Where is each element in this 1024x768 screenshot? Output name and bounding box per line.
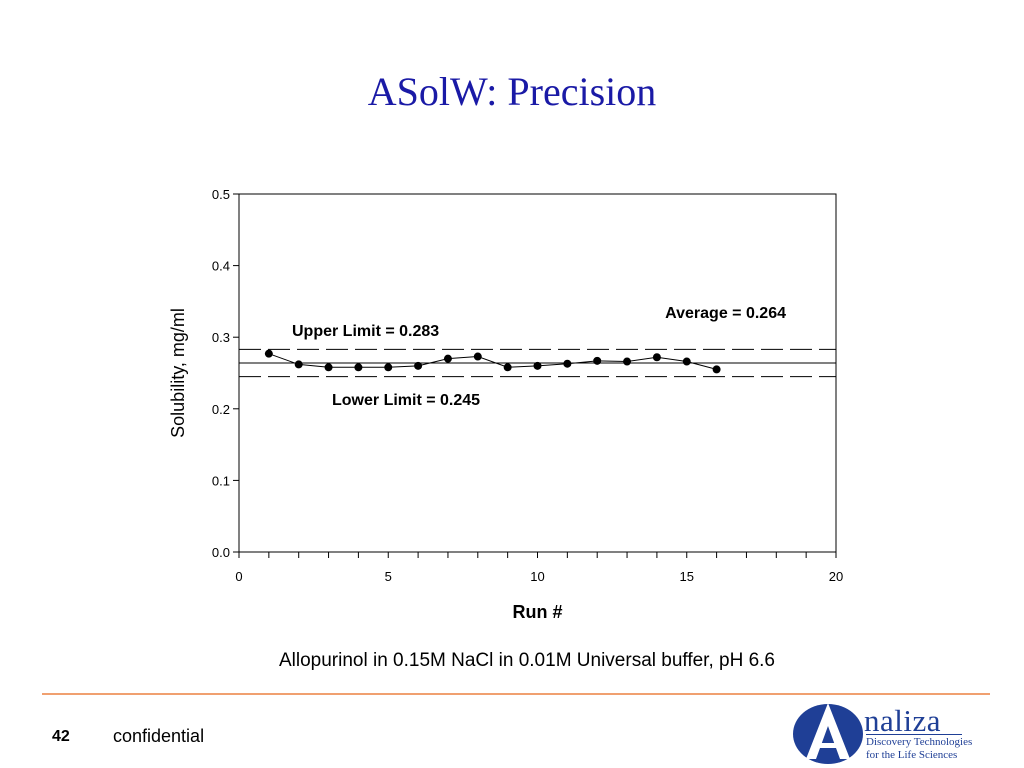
series-line: [268, 353, 717, 370]
analiza-logo: naliza Discovery Technologies for the Li…: [790, 699, 995, 765]
x-tick-label: 15: [680, 569, 694, 584]
data-point: [563, 359, 572, 368]
data-point: [623, 357, 632, 366]
plot-frame: [238, 193, 837, 553]
y-tick-label: 0.0: [212, 545, 230, 560]
y-tick-label: 0.4: [212, 259, 230, 274]
y-tick-label: 0.5: [212, 187, 230, 202]
average-label: Average = 0.264: [665, 305, 786, 322]
y-tick-label: 0.3: [212, 330, 230, 345]
logo-tagline-2: for the Life Sciences: [866, 749, 958, 761]
lower-limit-label: Lower Limit = 0.245: [332, 392, 480, 409]
data-point: [414, 361, 423, 370]
x-axis-title: Run #: [512, 602, 562, 622]
x-tick-label: 0: [235, 569, 242, 584]
logo-tagline-1: Discovery Technologies: [866, 736, 973, 748]
data-point: [294, 360, 303, 369]
x-tick-label: 5: [385, 569, 392, 584]
data-point: [264, 349, 273, 358]
chart-caption: Allopurinol in 0.15M NaCl in 0.01M Unive…: [278, 650, 775, 671]
data-point: [503, 363, 512, 372]
logo-rule: [866, 734, 962, 735]
data-point: [354, 363, 363, 372]
footer-divider: [42, 693, 990, 695]
y-axis-title: Solubility, mg/ml: [168, 308, 188, 438]
data-point: [682, 357, 691, 366]
solubility-chart: 0.0 0.1 0.2 0.3 0.4 0.5 0 5 10 15 20 Run # Solubilit…: [168, 187, 843, 622]
analiza-a-mark-icon: [793, 703, 863, 764]
slide-title: ASolW: Precision: [367, 69, 657, 114]
data-point: [384, 363, 393, 372]
data-point: [593, 356, 602, 365]
data-point: [473, 352, 482, 361]
x-tick-label: 20: [829, 569, 843, 584]
x-tick-label: 10: [530, 569, 544, 584]
data-point: [443, 354, 452, 363]
y-tick-label: 0.1: [212, 473, 230, 488]
confidential-label: confidential: [113, 726, 205, 746]
data-point: [533, 361, 542, 370]
y-tick-label: 0.2: [212, 402, 230, 417]
upper-limit-label: Upper Limit = 0.283: [292, 323, 439, 340]
data-point: [324, 363, 333, 372]
logo-wordmark: naliza: [864, 703, 942, 738]
page-number: 42: [52, 728, 70, 745]
data-point: [712, 365, 721, 374]
data-point: [652, 353, 661, 362]
